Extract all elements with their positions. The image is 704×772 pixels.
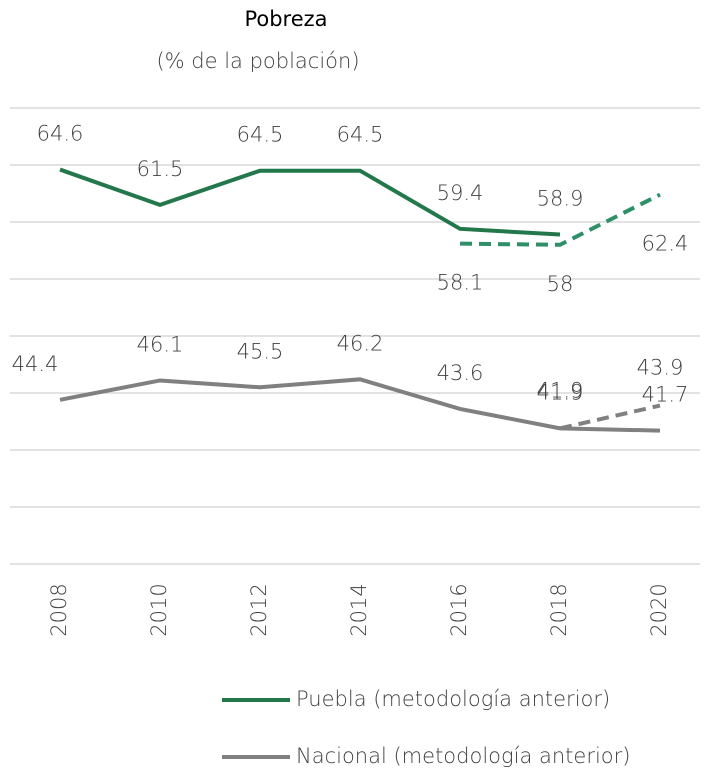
data-label: 43.6 (437, 361, 484, 385)
x-tick-label: 2014 (347, 583, 371, 636)
series-line (459, 192, 661, 247)
data-label: 41.9 (537, 380, 584, 404)
x-tick-label: 2008 (47, 583, 71, 636)
chart-subtitle: (% de la población) (156, 49, 359, 73)
data-label: 43.9 (637, 356, 684, 380)
x-tick-label: 2018 (547, 583, 571, 636)
data-label: 58.9 (537, 187, 584, 211)
legend-label: Puebla (metodología anterior) (296, 687, 610, 711)
data-label: 41.7 (642, 383, 689, 407)
data-label: 64.6 (37, 122, 84, 146)
series-line (59, 167, 561, 237)
data-label: 59.4 (437, 181, 484, 205)
chart-title: Pobreza (244, 7, 327, 31)
x-tick-label: 2012 (247, 583, 271, 636)
data-label: 46.1 (137, 332, 184, 356)
data-label: 46.2 (337, 331, 384, 355)
x-tick-label: 2020 (647, 583, 671, 636)
data-label: 61.5 (137, 157, 184, 181)
data-label: 45.5 (237, 339, 284, 363)
x-tick-label: 2016 (447, 583, 471, 636)
legend-label: Nacional (metodología anterior) (296, 744, 630, 768)
series-line (559, 403, 661, 431)
x-tick-label: 2010 (147, 583, 171, 636)
data-label: 58 (547, 272, 574, 296)
data-label: 62.4 (642, 232, 689, 256)
data-label: 64.5 (337, 123, 384, 147)
data-label: 44.4 (12, 352, 59, 376)
data-label: 41.9 (537, 378, 584, 402)
data-label: 64.5 (237, 123, 284, 147)
data-label: 58.1 (437, 271, 484, 295)
